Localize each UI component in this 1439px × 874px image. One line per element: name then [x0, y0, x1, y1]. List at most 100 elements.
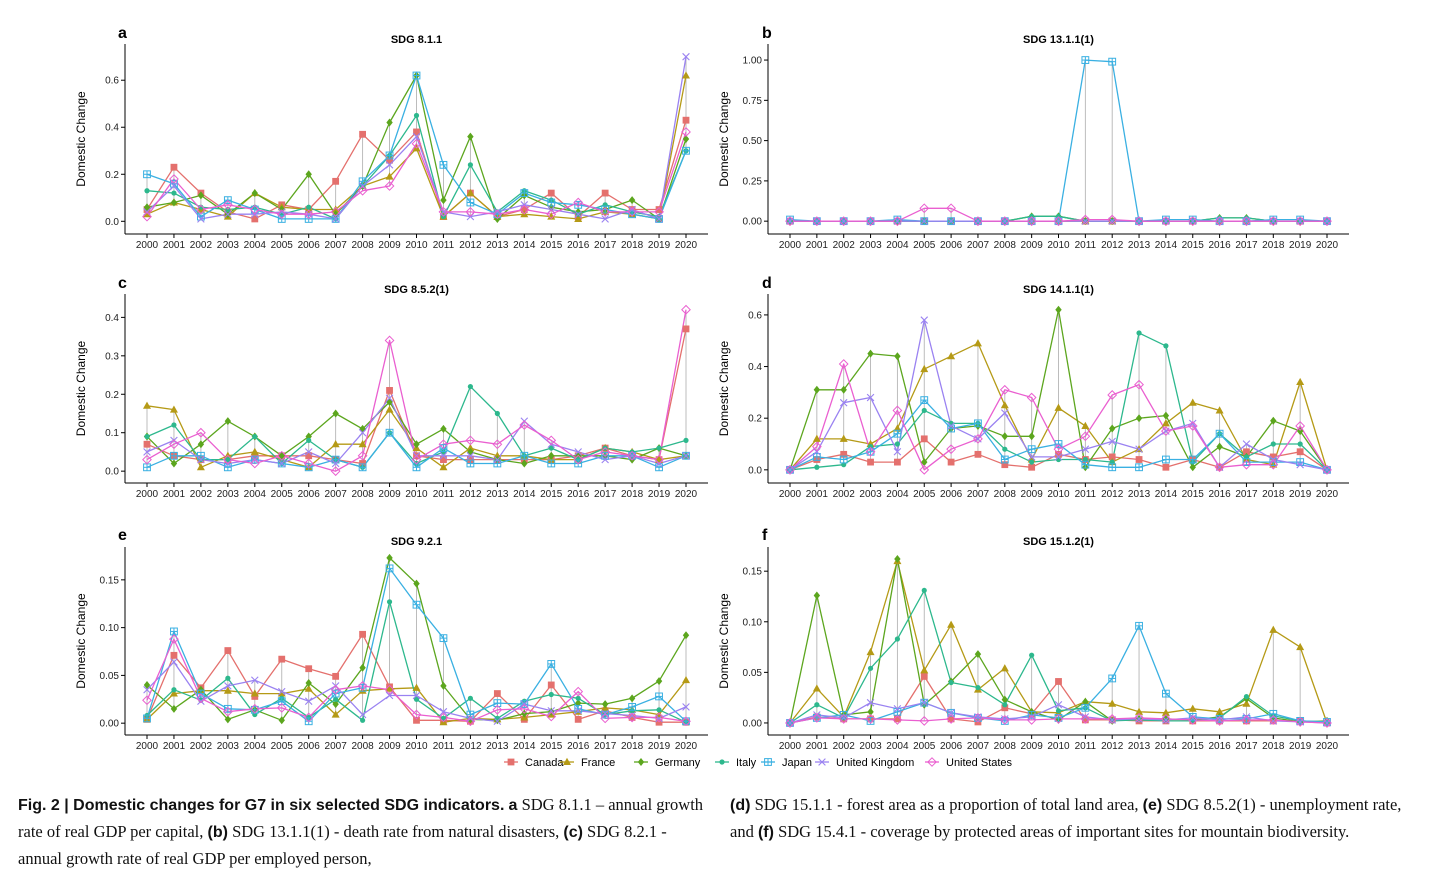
data-point	[170, 182, 178, 190]
data-point	[492, 704, 503, 715]
data-point	[224, 682, 232, 690]
x-tick-label: 2017	[1235, 741, 1258, 752]
data-point	[1214, 216, 1225, 227]
data-point	[811, 441, 822, 452]
data-point	[385, 161, 394, 169]
y-tick-label: 0.10	[743, 617, 763, 628]
legend-marker	[563, 757, 571, 765]
x-tick-label: 2013	[486, 489, 509, 500]
data-point	[252, 433, 258, 440]
data-point	[144, 433, 150, 440]
data-point	[1160, 713, 1171, 724]
data-point	[1080, 431, 1091, 442]
data-point	[413, 696, 420, 702]
data-point	[813, 591, 821, 600]
data-point	[169, 439, 179, 450]
x-tick-label: 2019	[648, 240, 671, 251]
data-point	[1001, 704, 1009, 712]
data-point	[894, 441, 901, 447]
data-point	[574, 210, 582, 219]
data-point	[170, 459, 178, 468]
data-point	[222, 706, 233, 717]
caption-text: SDG 15.4.1 - coverage by protected areas…	[773, 822, 1350, 841]
data-point	[197, 697, 205, 705]
data-point	[547, 706, 556, 715]
data-point	[440, 196, 447, 205]
data-point	[332, 700, 339, 709]
data-point	[546, 435, 557, 446]
data-point	[867, 665, 874, 671]
data-point	[1001, 432, 1008, 441]
data-point	[386, 387, 393, 394]
data-point	[439, 634, 448, 643]
x-tick-label: 2013	[1128, 741, 1151, 752]
x-tick-label: 2001	[806, 741, 829, 752]
data-point	[1029, 459, 1035, 465]
data-point	[1188, 455, 1197, 464]
data-point	[814, 702, 820, 708]
data-point	[627, 206, 638, 217]
data-point	[358, 463, 367, 472]
data-point	[304, 684, 313, 692]
data-point	[1296, 642, 1305, 651]
x-tick-label: 2017	[1235, 240, 1258, 251]
data-point	[655, 677, 663, 686]
data-point	[1135, 456, 1143, 463]
data-point	[303, 458, 314, 469]
data-point	[331, 459, 340, 468]
data-point	[682, 451, 690, 460]
y-tick-label: 0.15	[100, 575, 120, 586]
y-tick-label: 0.00	[743, 217, 763, 228]
data-point	[681, 304, 691, 315]
data-point	[305, 665, 313, 673]
data-point	[947, 458, 955, 466]
x-tick-label: 2014	[513, 489, 536, 500]
data-point	[1026, 715, 1037, 725]
data-point	[520, 189, 529, 197]
x-tick-label: 2020	[1316, 489, 1339, 500]
data-point	[683, 437, 689, 443]
data-point	[384, 684, 395, 695]
panel-letter: d	[762, 275, 772, 292]
data-point	[973, 712, 983, 723]
data-point	[170, 651, 178, 659]
data-point	[1241, 459, 1252, 470]
data-point	[171, 422, 177, 428]
data-point	[386, 599, 393, 605]
data-point	[1026, 216, 1037, 227]
x-tick-label: 2003	[859, 240, 882, 251]
x-tick-label: 2009	[378, 240, 401, 251]
x-tick-label: 2016	[1208, 240, 1231, 251]
data-point	[573, 197, 584, 208]
data-point	[948, 679, 954, 686]
x-tick-label: 2001	[163, 489, 186, 500]
data-point	[548, 203, 555, 212]
data-point	[682, 116, 690, 124]
data-point	[814, 464, 820, 470]
data-point	[548, 445, 554, 451]
data-point	[333, 696, 339, 702]
data-point	[920, 666, 929, 674]
data-point	[1322, 464, 1332, 475]
legend-label: France	[581, 757, 615, 769]
data-point	[892, 715, 903, 725]
x-tick-label: 2003	[217, 741, 240, 752]
x-tick-label: 2008	[351, 240, 374, 251]
x-tick-label: 2016	[1208, 741, 1231, 752]
data-point	[304, 448, 313, 456]
data-point	[144, 188, 150, 194]
x-tick-label: 2003	[859, 741, 882, 752]
x-tick-label: 2008	[994, 741, 1017, 752]
data-point	[197, 455, 205, 464]
data-point	[1026, 392, 1037, 403]
data-point	[681, 127, 691, 137]
data-point	[195, 427, 206, 438]
data-point	[492, 439, 503, 450]
legend-label: Germany	[655, 757, 701, 769]
x-tick-label: 2006	[298, 489, 321, 500]
x-tick-label: 2011	[433, 240, 455, 251]
data-point	[999, 715, 1010, 725]
x-tick-label: 2008	[351, 741, 374, 752]
data-point	[893, 424, 902, 432]
x-tick-label: 2018	[621, 489, 644, 500]
